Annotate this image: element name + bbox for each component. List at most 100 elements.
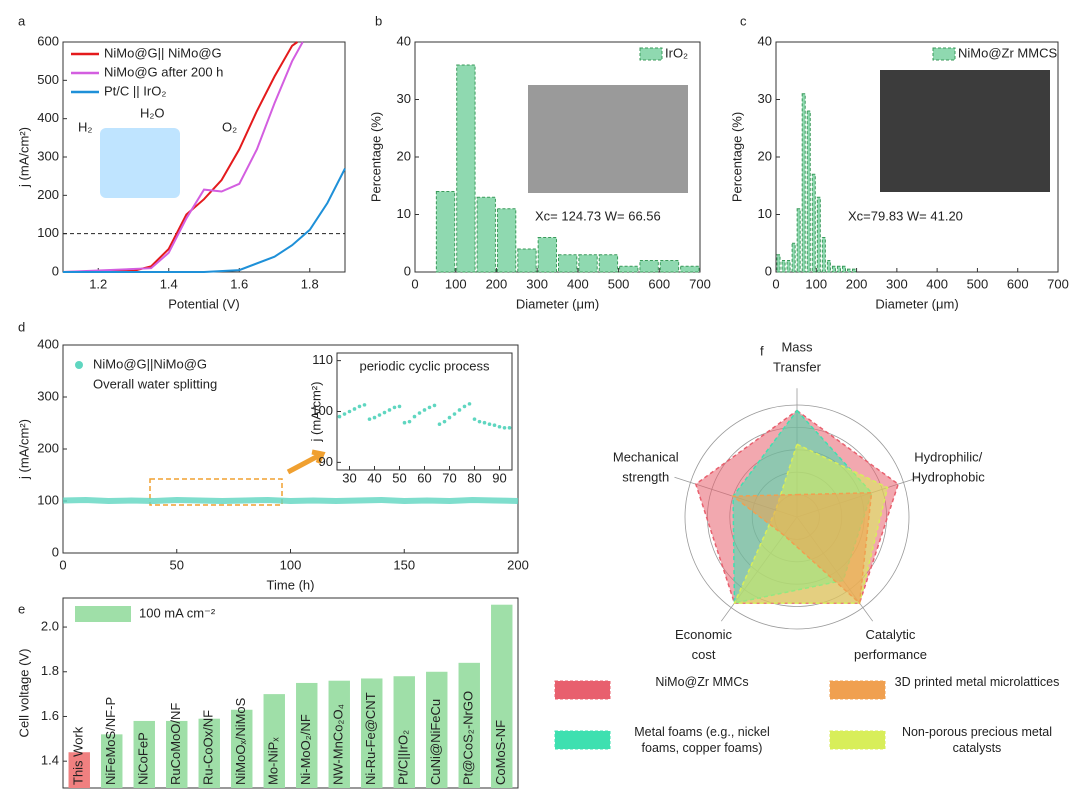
point: [397, 404, 402, 409]
y-tick-label: 0: [52, 263, 59, 278]
x-tick-label: 80: [467, 470, 481, 485]
axis-label: Economic: [675, 627, 733, 642]
point: [437, 422, 442, 427]
histogram-bar: [639, 260, 659, 273]
point: [487, 422, 492, 427]
histogram-bar: [496, 208, 517, 273]
y-axis-label: Percentage (%): [368, 112, 383, 202]
y-tick-label: 10: [758, 206, 772, 221]
axis-label: Hydrophilic/: [914, 449, 982, 464]
data-line: [62, 496, 519, 505]
x-axis-label: Time (h): [267, 577, 315, 592]
bar: [328, 680, 350, 788]
legend-swatch: [932, 47, 956, 61]
point: [357, 404, 362, 409]
bar: [231, 709, 253, 788]
x-tick-label: 40: [367, 470, 381, 485]
bar: [361, 678, 383, 788]
panel-label: b: [375, 13, 382, 28]
y-axis-label: j (mA/cm²): [16, 127, 31, 188]
x-tick-label: 60: [417, 470, 431, 485]
x-tick-label: 100: [280, 557, 302, 572]
histogram-bar: [806, 110, 811, 273]
y-tick-label: 100: [311, 403, 333, 418]
x-tick-label: 500: [967, 276, 989, 291]
point: [382, 410, 387, 415]
x-tick-label: 0: [772, 276, 779, 291]
legend-swatch: [829, 730, 886, 750]
histogram-bar: [476, 196, 496, 273]
x-tick-label: 300: [526, 276, 548, 291]
y-axis-label: j (mA/cm²): [16, 419, 31, 480]
point: [442, 419, 447, 424]
y-tick-label: 40: [397, 33, 411, 48]
x-tick-label: 600: [1007, 276, 1029, 291]
schematic-label: O₂: [222, 119, 237, 134]
y-tick-label: 30: [397, 91, 411, 106]
histogram-bar: [852, 268, 857, 273]
x-tick-label: 30: [342, 470, 356, 485]
point: [387, 408, 392, 412]
bar-label: CoMoS-NF: [493, 720, 508, 785]
x-tick-label: 1.6: [230, 276, 248, 291]
y-tick-label: 2.0: [41, 618, 59, 633]
axis-label: Mechanical: [613, 449, 679, 464]
legend-marker: [75, 361, 83, 369]
y-tick-label: 90: [319, 454, 333, 469]
legend-label: 3D printed metal microlattices: [894, 675, 1060, 689]
legend-label: Non-porous precious metal catalysts: [901, 725, 1053, 755]
legend-label: Metal foams (e.g., nickel foams, copper …: [634, 725, 770, 755]
point: [352, 407, 357, 411]
x-axis-label: Potential (V): [168, 296, 240, 311]
x-axis-label: Diameter (μm): [516, 296, 599, 311]
y-tick-label: 300: [37, 148, 59, 163]
point: [492, 423, 497, 428]
point: [362, 403, 367, 407]
bar-label: Mo-NiPₓ: [266, 737, 281, 785]
bar-label: NiCoFeP: [136, 732, 151, 785]
x-tick-label: 1.8: [301, 276, 319, 291]
point: [417, 411, 422, 415]
bar-label: NW-MnCo₂O₄: [331, 704, 346, 785]
x-tick-label: 1.4: [160, 276, 178, 291]
point: [497, 424, 502, 429]
panel-label: f: [760, 343, 764, 358]
data-line: [63, 168, 346, 273]
point: [432, 403, 437, 408]
legend-swatch: [75, 606, 131, 622]
point: [377, 413, 382, 417]
legend-label: NiMo@G after 200 h: [104, 64, 223, 79]
histogram-bar: [801, 93, 806, 273]
histogram-bar: [816, 196, 821, 273]
y-tick-label: 100: [37, 492, 59, 507]
y-tick-label: 1.6: [41, 708, 59, 723]
x-tick-label: 700: [689, 276, 711, 291]
bar: [393, 676, 415, 788]
x-tick-label: 200: [846, 276, 868, 291]
axis-label: Hydrophobic: [912, 469, 985, 484]
bar-label: Pt/C||IrO₂: [396, 730, 411, 785]
point: [407, 419, 412, 424]
panel-label: c: [740, 13, 747, 28]
point: [347, 409, 352, 414]
point: [392, 405, 397, 410]
point: [467, 402, 472, 406]
bar-label: RuCoMoO/NF: [168, 703, 183, 785]
histogram-bar: [821, 237, 826, 273]
histogram-bar: [517, 248, 537, 273]
photo-inset: [880, 70, 1050, 192]
bar: [198, 718, 220, 788]
y-tick-label: 600: [37, 33, 59, 48]
x-tick-label: 70: [442, 470, 456, 485]
x-tick-label: 0: [59, 557, 66, 572]
bar-label: NiMoOₓ/NiMoS: [233, 697, 248, 785]
bar: [296, 682, 318, 788]
schematic-label: H₂O: [140, 105, 165, 120]
panel-label: e: [18, 601, 25, 616]
y-tick-label: 20: [758, 148, 772, 163]
bar-label: Ni-MoO₂/NF: [298, 714, 313, 785]
y-tick-label: 1.8: [41, 663, 59, 678]
histogram-bar: [791, 242, 796, 273]
photo-inset: [528, 85, 688, 193]
x-tick-label: 100: [445, 276, 467, 291]
